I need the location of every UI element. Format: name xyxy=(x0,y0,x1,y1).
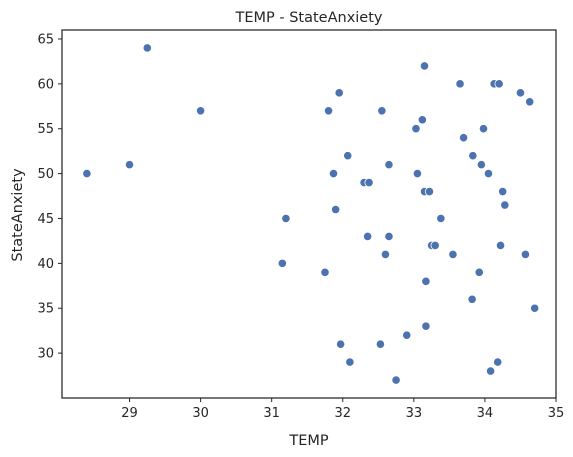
data-point xyxy=(82,169,92,179)
x-tick-label: 31 xyxy=(263,406,280,421)
data-point xyxy=(124,160,135,170)
x-axis-label: TEMP xyxy=(288,433,329,449)
data-point xyxy=(419,61,430,71)
y-tick-label: 60 xyxy=(37,77,54,92)
data-point xyxy=(331,204,341,215)
plot-frame xyxy=(61,29,557,399)
data-point xyxy=(530,303,540,313)
data-point xyxy=(500,200,510,210)
data-point xyxy=(336,339,346,349)
data-point xyxy=(334,88,344,98)
data-point xyxy=(375,339,386,349)
y-tick-label: 55 xyxy=(37,122,54,137)
data-point xyxy=(430,240,440,251)
y-tick-label: 65 xyxy=(37,32,54,47)
data-point xyxy=(380,249,391,259)
data-point xyxy=(364,177,374,188)
data-point xyxy=(436,213,446,224)
data-point xyxy=(421,276,431,286)
data-point xyxy=(476,160,486,170)
data-point xyxy=(483,169,494,179)
x-tick-label: 35 xyxy=(548,406,565,421)
data-point xyxy=(320,267,330,277)
data-point xyxy=(448,249,458,259)
data-point xyxy=(343,151,353,161)
data-point xyxy=(384,231,394,242)
data-point xyxy=(328,169,339,179)
x-tick-label: 30 xyxy=(192,406,209,421)
data-point xyxy=(458,133,469,143)
data-point xyxy=(384,160,394,170)
data-point xyxy=(377,106,387,116)
x-tick-label: 29 xyxy=(121,406,138,421)
data-point xyxy=(196,106,206,116)
data-point xyxy=(455,79,465,89)
data-point xyxy=(323,106,334,116)
data-point xyxy=(412,169,422,179)
data-point xyxy=(520,249,531,259)
data-point xyxy=(474,267,484,277)
data-point xyxy=(424,186,435,197)
data-point xyxy=(525,97,535,107)
y-tick-label: 35 xyxy=(37,302,54,317)
data-point xyxy=(486,366,496,376)
x-tick-label: 33 xyxy=(406,406,423,421)
y-tick-label: 30 xyxy=(37,347,54,362)
data-point xyxy=(402,330,412,340)
data-point xyxy=(417,115,427,125)
data-point xyxy=(411,124,421,134)
data-point xyxy=(142,43,152,53)
data-point xyxy=(345,357,355,367)
x-tick-label: 32 xyxy=(334,406,351,421)
y-tick-label: 40 xyxy=(37,257,54,272)
data-point xyxy=(281,213,291,224)
data-point xyxy=(495,240,506,251)
y-tick-label: 45 xyxy=(37,212,54,227)
data-point xyxy=(493,357,503,367)
data-point xyxy=(467,294,477,304)
x-tick-label: 34 xyxy=(477,406,494,421)
data-point xyxy=(391,375,401,385)
y-tick-label: 50 xyxy=(37,167,54,182)
y-axis-label: StateAnxiety xyxy=(10,168,26,262)
data-point xyxy=(363,231,373,242)
data-point xyxy=(421,321,431,331)
chart-title: TEMP - StateAnxiety xyxy=(234,10,382,26)
plot-area: 29 30 31 32 33 34 35 30 35 40 45 50 55 60 65 xyxy=(37,29,565,421)
data-point xyxy=(498,186,508,197)
data-point xyxy=(494,79,504,89)
data-point xyxy=(478,124,489,134)
data-point xyxy=(468,151,478,161)
data-point xyxy=(515,88,526,98)
data-point xyxy=(277,258,287,268)
